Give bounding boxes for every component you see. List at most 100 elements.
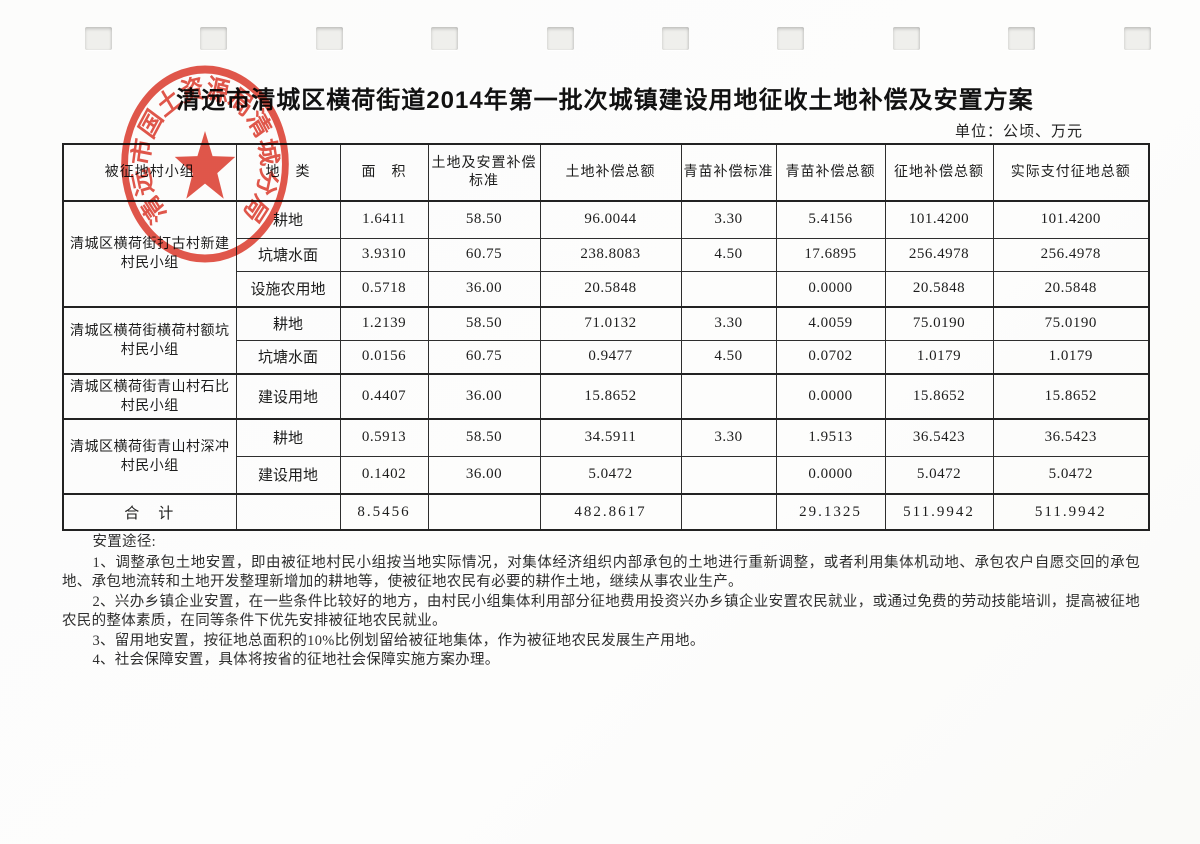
- notes-section: 安置途径: 1、调整承包土地安置，即由被征地村民小组按当地实际情况，对集体经济组…: [62, 533, 1140, 671]
- village-group-name: 清城区横荷街打古村新建村民小组: [62, 200, 237, 308]
- area-cell: 1.6411: [339, 200, 429, 239]
- land-type-cell: 建设用地: [235, 373, 341, 420]
- table-row: 清城区横荷街横荷村额坑村民小组 耕地 1.2139 58.50 71.0132 …: [62, 306, 1150, 375]
- header-area: 面 积: [339, 143, 429, 202]
- paid-total-cell: 101.4200: [992, 200, 1150, 239]
- paid-total-cell: 36.5423: [992, 418, 1150, 457]
- binder-hole: [431, 27, 458, 50]
- total-label: 合 计: [62, 493, 237, 531]
- area-cell: 0.5718: [339, 270, 429, 308]
- binder-hole: [316, 27, 343, 50]
- crop-total-cell: 0.0702: [775, 339, 886, 375]
- standard-cell: 60.75: [427, 237, 541, 272]
- crop-standard-cell: 4.50: [680, 339, 777, 375]
- area-cell: 0.4407: [339, 373, 429, 420]
- standard-cell: 58.50: [427, 418, 541, 457]
- crop-standard-cell: [680, 270, 777, 308]
- standard-cell: 58.50: [427, 200, 541, 239]
- land-type-cell: 耕地: [235, 200, 341, 239]
- standard-cell: 36.00: [427, 373, 541, 420]
- land-total-cell: 238.8083: [539, 237, 682, 272]
- table-row: 坑塘水面 3.9310 60.75 238.8083 4.50 17.6895 …: [63, 237, 1150, 272]
- land-total-cell: 71.0132: [539, 306, 682, 341]
- acq-total-cell: 75.0190: [884, 306, 994, 341]
- table-row: 清城区横荷街青山村石比村民小组 建设用地 0.4407 36.00 15.865…: [62, 373, 1150, 420]
- land-total-cell: 20.5848: [539, 270, 682, 308]
- standard-cell: 36.00: [427, 455, 541, 495]
- header-land-comp-total: 土地补偿总额: [539, 143, 682, 202]
- land-type-cell: 耕地: [235, 306, 341, 341]
- area-cell: 0.0156: [339, 339, 429, 375]
- binder-hole: [200, 27, 227, 50]
- note-item: 1、调整承包土地安置，即由被征地村民小组按当地实际情况，对集体经济组织内部承包的…: [62, 554, 1140, 591]
- binder-hole: [547, 27, 574, 50]
- table-row: 清城区横荷街打古村新建村民小组 耕地 1.6411 58.50 96.0044 …: [62, 200, 1150, 308]
- note-item: 2、兴办乡镇企业安置，在一些条件比较好的地方，由村民小组集体利用部分征地费用投资…: [62, 593, 1140, 630]
- land-type-cell: 坑塘水面: [235, 339, 341, 375]
- acq-total-cell: 36.5423: [884, 418, 994, 457]
- note-item: 4、社会保障安置，具体将按省的征地社会保障实施方案办理。: [92, 652, 500, 668]
- crop-total-cell: 0.0000: [775, 270, 886, 308]
- header-crop-comp-standard: 青苗补偿标准: [680, 143, 777, 202]
- acq-total-cell: 20.5848: [884, 270, 994, 308]
- compensation-table: 被征地村小组 地 类 面 积 土地及安置补偿标准 土地补偿总额 青苗补偿标准 青…: [62, 143, 1150, 531]
- document-title: 清远市清城区横荷街道2014年第一批次城镇建设用地征收土地补偿及安置方案: [176, 87, 1034, 114]
- land-total-cell: 96.0044: [539, 200, 682, 239]
- header-actual-paid-total: 实际支付征地总额: [992, 143, 1150, 202]
- crop-total-cell: 1.9513: [775, 418, 886, 457]
- area-cell: 1.2139: [339, 306, 429, 341]
- acq-total-cell: 5.0472: [884, 455, 994, 495]
- crop-standard-cell: 4.50: [680, 237, 777, 272]
- village-group-name: 清城区横荷街横荷村额坑村民小组: [62, 306, 237, 375]
- area-cell: 0.5913: [339, 418, 429, 457]
- village-group-name: 清城区横荷街青山村深冲村民小组: [62, 418, 237, 495]
- crop-standard-cell: 3.30: [680, 418, 777, 457]
- total-acq-comp: 511.9942: [884, 493, 994, 531]
- acq-total-cell: 15.8652: [884, 373, 994, 420]
- area-cell: 3.9310: [339, 237, 429, 272]
- binder-hole: [662, 27, 689, 50]
- crop-total-cell: 0.0000: [775, 455, 886, 495]
- total-crop-comp: 29.1325: [775, 493, 886, 531]
- crop-total-cell: 4.0059: [775, 306, 886, 341]
- header-village-group: 被征地村小组: [62, 143, 237, 202]
- paid-total-cell: 20.5848: [992, 270, 1150, 308]
- crop-total-cell: 0.0000: [775, 373, 886, 420]
- binder-hole: [1124, 27, 1151, 50]
- total-crop-standard: [680, 493, 777, 531]
- crop-standard-cell: [680, 455, 777, 495]
- land-type-cell: 设施农用地: [235, 270, 341, 308]
- land-type-cell: 建设用地: [235, 455, 341, 495]
- unit-note: 单位：公顷、万元: [955, 124, 1084, 140]
- paid-total-cell: 75.0190: [992, 306, 1150, 341]
- land-total-cell: 5.0472: [539, 455, 682, 495]
- table-row: 坑塘水面 0.0156 60.75 0.9477 4.50 0.0702 1.0…: [63, 339, 1150, 375]
- land-total-cell: 15.8652: [539, 373, 682, 420]
- crop-total-cell: 17.6895: [775, 237, 886, 272]
- crop-standard-cell: 3.30: [680, 306, 777, 341]
- land-total-cell: 34.5911: [539, 418, 682, 457]
- area-cell: 0.1402: [339, 455, 429, 495]
- crop-standard-cell: [680, 373, 777, 420]
- header-crop-comp-total: 青苗补偿总额: [775, 143, 886, 202]
- total-land-type: [235, 493, 341, 531]
- paid-total-cell: 256.4978: [992, 237, 1150, 272]
- land-total-cell: 0.9477: [539, 339, 682, 375]
- binder-hole: [1008, 27, 1035, 50]
- note-item: 3、留用地安置，按征地总面积的10%比例划留给被征地集体，作为被征地农民发展生产…: [92, 632, 705, 649]
- acq-total-cell: 256.4978: [884, 237, 994, 272]
- standard-cell: 58.50: [427, 306, 541, 341]
- land-type-cell: 耕地: [235, 418, 341, 457]
- standard-cell: 60.75: [427, 339, 541, 375]
- village-group-name: 清城区横荷街青山村石比村民小组: [62, 373, 237, 420]
- acq-total-cell: 101.4200: [884, 200, 994, 239]
- table-row: 清城区横荷街青山村深冲村民小组 耕地 0.5913 58.50 34.5911 …: [62, 418, 1150, 495]
- header-land-resettle-standard: 土地及安置补偿标准: [427, 143, 541, 202]
- header-land-type: 地 类: [235, 143, 341, 202]
- paid-total-cell: 15.8652: [992, 373, 1150, 420]
- total-land-comp: 482.8617: [539, 493, 682, 531]
- total-area: 8.5456: [339, 493, 429, 531]
- standard-cell: 36.00: [427, 270, 541, 308]
- binder-hole: [893, 27, 920, 50]
